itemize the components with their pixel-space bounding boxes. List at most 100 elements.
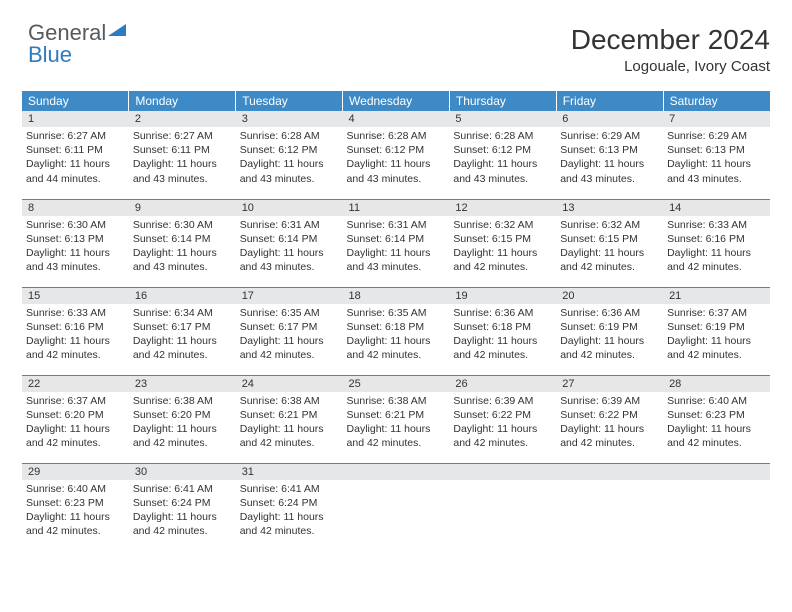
calendar-cell: 25Sunrise: 6:38 AMSunset: 6:21 PMDayligh…	[343, 375, 450, 463]
calendar-cell	[556, 463, 663, 551]
calendar-cell	[343, 463, 450, 551]
logo-triangle-icon	[108, 22, 126, 36]
day-number: 29	[22, 464, 129, 480]
day-number-empty	[343, 464, 450, 480]
day-number: 2	[129, 111, 236, 127]
day-details: Sunrise: 6:27 AMSunset: 6:11 PMDaylight:…	[22, 127, 129, 188]
day-number: 8	[22, 200, 129, 216]
day-details: Sunrise: 6:39 AMSunset: 6:22 PMDaylight:…	[556, 392, 663, 453]
calendar-cell: 14Sunrise: 6:33 AMSunset: 6:16 PMDayligh…	[663, 199, 770, 287]
day-number-empty	[556, 464, 663, 480]
calendar-cell: 18Sunrise: 6:35 AMSunset: 6:18 PMDayligh…	[343, 287, 450, 375]
day-details: Sunrise: 6:28 AMSunset: 6:12 PMDaylight:…	[236, 127, 343, 188]
calendar-cell: 17Sunrise: 6:35 AMSunset: 6:17 PMDayligh…	[236, 287, 343, 375]
calendar-cell: 28Sunrise: 6:40 AMSunset: 6:23 PMDayligh…	[663, 375, 770, 463]
day-details: Sunrise: 6:31 AMSunset: 6:14 PMDaylight:…	[236, 216, 343, 277]
day-number: 26	[449, 376, 556, 392]
weekday-thu: Thursday	[449, 91, 556, 111]
calendar-table: Sunday Monday Tuesday Wednesday Thursday…	[22, 91, 770, 551]
calendar-cell: 5Sunrise: 6:28 AMSunset: 6:12 PMDaylight…	[449, 111, 556, 199]
calendar-row: 8Sunrise: 6:30 AMSunset: 6:13 PMDaylight…	[22, 199, 770, 287]
day-number-empty	[663, 464, 770, 480]
calendar-cell: 11Sunrise: 6:31 AMSunset: 6:14 PMDayligh…	[343, 199, 450, 287]
day-details: Sunrise: 6:29 AMSunset: 6:13 PMDaylight:…	[663, 127, 770, 188]
day-number: 17	[236, 288, 343, 304]
day-details: Sunrise: 6:41 AMSunset: 6:24 PMDaylight:…	[129, 480, 236, 541]
day-details: Sunrise: 6:40 AMSunset: 6:23 PMDaylight:…	[22, 480, 129, 541]
day-details: Sunrise: 6:32 AMSunset: 6:15 PMDaylight:…	[449, 216, 556, 277]
calendar-cell: 29Sunrise: 6:40 AMSunset: 6:23 PMDayligh…	[22, 463, 129, 551]
day-number: 7	[663, 111, 770, 127]
calendar-cell: 13Sunrise: 6:32 AMSunset: 6:15 PMDayligh…	[556, 199, 663, 287]
day-number: 5	[449, 111, 556, 127]
calendar-cell: 7Sunrise: 6:29 AMSunset: 6:13 PMDaylight…	[663, 111, 770, 199]
day-details: Sunrise: 6:38 AMSunset: 6:21 PMDaylight:…	[343, 392, 450, 453]
day-details: Sunrise: 6:28 AMSunset: 6:12 PMDaylight:…	[449, 127, 556, 188]
day-number: 23	[129, 376, 236, 392]
calendar-cell: 3Sunrise: 6:28 AMSunset: 6:12 PMDaylight…	[236, 111, 343, 199]
calendar-cell: 31Sunrise: 6:41 AMSunset: 6:24 PMDayligh…	[236, 463, 343, 551]
day-number: 11	[343, 200, 450, 216]
day-number: 22	[22, 376, 129, 392]
day-details: Sunrise: 6:34 AMSunset: 6:17 PMDaylight:…	[129, 304, 236, 365]
calendar-cell: 15Sunrise: 6:33 AMSunset: 6:16 PMDayligh…	[22, 287, 129, 375]
day-number: 24	[236, 376, 343, 392]
day-details: Sunrise: 6:37 AMSunset: 6:20 PMDaylight:…	[22, 392, 129, 453]
day-details: Sunrise: 6:29 AMSunset: 6:13 PMDaylight:…	[556, 127, 663, 188]
day-details: Sunrise: 6:33 AMSunset: 6:16 PMDaylight:…	[663, 216, 770, 277]
day-number: 10	[236, 200, 343, 216]
calendar-cell: 20Sunrise: 6:36 AMSunset: 6:19 PMDayligh…	[556, 287, 663, 375]
day-number: 9	[129, 200, 236, 216]
calendar-cell: 12Sunrise: 6:32 AMSunset: 6:15 PMDayligh…	[449, 199, 556, 287]
location-subtitle: Logouale, Ivory Coast	[22, 58, 770, 75]
calendar-body: 1Sunrise: 6:27 AMSunset: 6:11 PMDaylight…	[22, 111, 770, 551]
calendar-cell: 6Sunrise: 6:29 AMSunset: 6:13 PMDaylight…	[556, 111, 663, 199]
day-number: 4	[343, 111, 450, 127]
day-details: Sunrise: 6:35 AMSunset: 6:17 PMDaylight:…	[236, 304, 343, 365]
day-details: Sunrise: 6:38 AMSunset: 6:21 PMDaylight:…	[236, 392, 343, 453]
calendar-cell: 16Sunrise: 6:34 AMSunset: 6:17 PMDayligh…	[129, 287, 236, 375]
weekday-sat: Saturday	[663, 91, 770, 111]
day-number: 15	[22, 288, 129, 304]
day-number: 20	[556, 288, 663, 304]
day-number: 30	[129, 464, 236, 480]
page-title: December 2024	[22, 24, 770, 56]
day-number: 31	[236, 464, 343, 480]
calendar-row: 1Sunrise: 6:27 AMSunset: 6:11 PMDaylight…	[22, 111, 770, 199]
calendar-row: 22Sunrise: 6:37 AMSunset: 6:20 PMDayligh…	[22, 375, 770, 463]
weekday-sun: Sunday	[22, 91, 129, 111]
calendar-cell: 4Sunrise: 6:28 AMSunset: 6:12 PMDaylight…	[343, 111, 450, 199]
day-details: Sunrise: 6:30 AMSunset: 6:14 PMDaylight:…	[129, 216, 236, 277]
day-number-empty	[449, 464, 556, 480]
weekday-header-row: Sunday Monday Tuesday Wednesday Thursday…	[22, 91, 770, 111]
day-details: Sunrise: 6:39 AMSunset: 6:22 PMDaylight:…	[449, 392, 556, 453]
calendar-cell: 21Sunrise: 6:37 AMSunset: 6:19 PMDayligh…	[663, 287, 770, 375]
day-number: 13	[556, 200, 663, 216]
day-number: 28	[663, 376, 770, 392]
day-details: Sunrise: 6:28 AMSunset: 6:12 PMDaylight:…	[343, 127, 450, 188]
weekday-tue: Tuesday	[236, 91, 343, 111]
calendar-cell: 9Sunrise: 6:30 AMSunset: 6:14 PMDaylight…	[129, 199, 236, 287]
day-number: 27	[556, 376, 663, 392]
day-details: Sunrise: 6:40 AMSunset: 6:23 PMDaylight:…	[663, 392, 770, 453]
day-details: Sunrise: 6:36 AMSunset: 6:18 PMDaylight:…	[449, 304, 556, 365]
day-details: Sunrise: 6:30 AMSunset: 6:13 PMDaylight:…	[22, 216, 129, 277]
day-details: Sunrise: 6:27 AMSunset: 6:11 PMDaylight:…	[129, 127, 236, 188]
day-details: Sunrise: 6:36 AMSunset: 6:19 PMDaylight:…	[556, 304, 663, 365]
logo-text-2: Blue	[28, 42, 72, 67]
weekday-fri: Friday	[556, 91, 663, 111]
calendar-cell: 19Sunrise: 6:36 AMSunset: 6:18 PMDayligh…	[449, 287, 556, 375]
calendar-cell: 24Sunrise: 6:38 AMSunset: 6:21 PMDayligh…	[236, 375, 343, 463]
day-number: 12	[449, 200, 556, 216]
calendar-cell	[663, 463, 770, 551]
calendar-cell: 2Sunrise: 6:27 AMSunset: 6:11 PMDaylight…	[129, 111, 236, 199]
calendar-cell: 1Sunrise: 6:27 AMSunset: 6:11 PMDaylight…	[22, 111, 129, 199]
calendar-cell: 10Sunrise: 6:31 AMSunset: 6:14 PMDayligh…	[236, 199, 343, 287]
day-details: Sunrise: 6:32 AMSunset: 6:15 PMDaylight:…	[556, 216, 663, 277]
day-details: Sunrise: 6:31 AMSunset: 6:14 PMDaylight:…	[343, 216, 450, 277]
day-details: Sunrise: 6:35 AMSunset: 6:18 PMDaylight:…	[343, 304, 450, 365]
day-details: Sunrise: 6:38 AMSunset: 6:20 PMDaylight:…	[129, 392, 236, 453]
day-details: Sunrise: 6:41 AMSunset: 6:24 PMDaylight:…	[236, 480, 343, 541]
day-number: 18	[343, 288, 450, 304]
calendar-cell: 22Sunrise: 6:37 AMSunset: 6:20 PMDayligh…	[22, 375, 129, 463]
